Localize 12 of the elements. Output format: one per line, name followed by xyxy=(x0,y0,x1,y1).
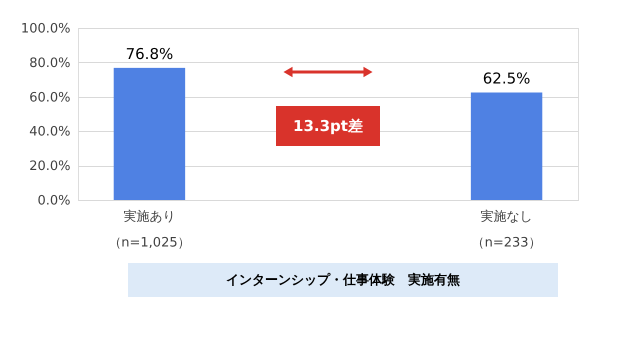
x-tick-label: 実施なし（n=233） xyxy=(472,208,542,250)
x-axis-title: インターンシップ・仕事体験 実施有無 xyxy=(226,272,460,288)
annotation: 13.3pt差 xyxy=(293,117,363,135)
y-tick-label: 40.0% xyxy=(29,124,70,140)
x-tick-label: 実施あり（n=1,025） xyxy=(108,208,191,250)
y-tick-label: 100.0% xyxy=(20,22,70,36)
y-tick-label: 20.0% xyxy=(29,159,70,174)
data-label: 62.5% xyxy=(482,70,530,88)
y-tick-label: 0.0% xyxy=(37,194,70,208)
y-tick-label: 60.0% xyxy=(29,90,70,106)
data-label: 76.8% xyxy=(126,44,174,63)
y-tick-label: 80.0% xyxy=(29,56,70,71)
